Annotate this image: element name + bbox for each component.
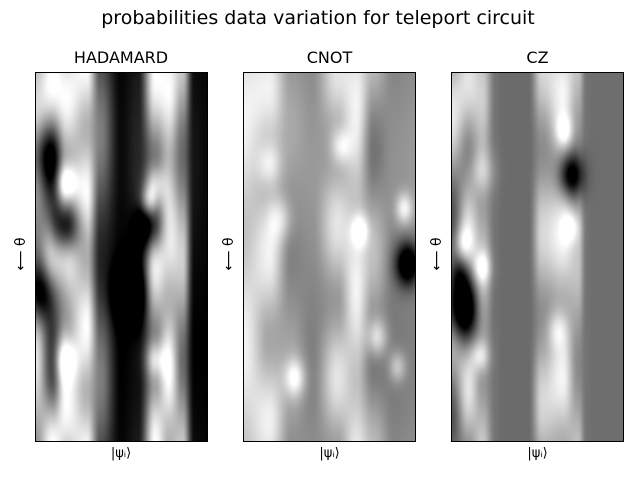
y-axis-label-cz: ⟵ θ: [429, 237, 445, 271]
panel-title-cz: CZ: [526, 48, 549, 67]
x-axis-label-cnot: |ψᵢ⟩: [319, 446, 340, 461]
x-axis-label-hadamard: |ψᵢ⟩: [110, 446, 132, 461]
heatmap-cnot: [243, 72, 415, 441]
panel-title-hadamard: HADAMARD: [73, 48, 169, 67]
y-axis-label-hadamard: ⟵ θ: [13, 237, 29, 271]
figure-title: probabilities data variation for telepor…: [101, 7, 535, 29]
x-axis-label-cz: |ψᵢ⟩: [527, 446, 548, 461]
heatmap-cz: [451, 72, 623, 441]
heatmap-hadamard: [35, 72, 207, 441]
y-axis-label-cnot: ⟵ θ: [221, 237, 237, 271]
panel-title-cnot: CNOT: [306, 48, 353, 67]
